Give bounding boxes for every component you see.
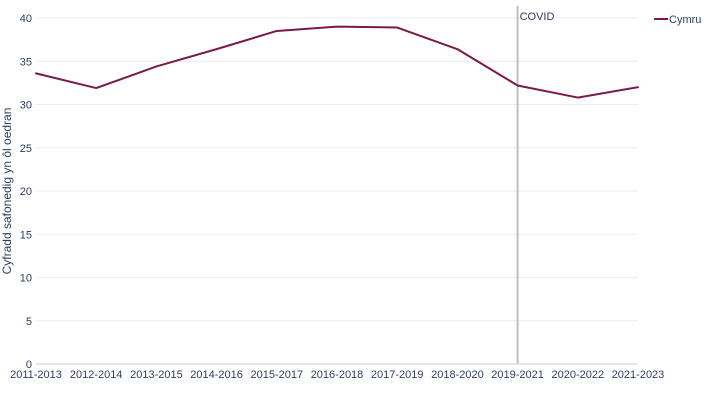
x-tick-label: 2012-2014 [70, 369, 123, 381]
x-tick-label: 2020-2022 [551, 369, 604, 381]
axis-layer: Cyfradd safonedig yn ôl oedran 051015202… [0, 13, 664, 381]
x-tick-label: 2019-2021 [491, 369, 544, 381]
data-point[interactable] [575, 95, 581, 101]
data-point[interactable] [274, 28, 280, 34]
y-tick-label: 30 [20, 100, 32, 112]
data-point[interactable] [214, 46, 220, 52]
y-tick-label: 15 [20, 229, 32, 241]
legend-label: Cymru [669, 14, 701, 26]
legend[interactable]: Cymru [654, 14, 701, 26]
x-tick-label: 2013-2015 [130, 369, 183, 381]
y-tick-label: 0 [26, 359, 32, 371]
covid-marker-label: COVID [520, 11, 555, 23]
data-point[interactable] [635, 84, 641, 90]
data-point[interactable] [93, 85, 99, 91]
x-tick-label: 2018-2020 [431, 369, 484, 381]
y-tick-label: 40 [20, 13, 32, 25]
y-tick-label: 25 [20, 143, 32, 155]
x-tick-label: 2016-2018 [311, 369, 364, 381]
data-point[interactable] [394, 25, 400, 31]
annotation-layer: COVID [516, 6, 555, 364]
data-point[interactable] [454, 46, 460, 52]
x-tick-label: 2015-2017 [250, 369, 303, 381]
y-tick-label: 5 [26, 316, 32, 328]
series-line[interactable] [35, 25, 639, 99]
data-point[interactable] [33, 70, 39, 76]
data-point[interactable] [153, 63, 159, 69]
series-layer [33, 24, 641, 101]
x-tick-label: 2011-2013 [10, 369, 62, 381]
x-tick-label: 2021-2023 [612, 369, 665, 381]
y-tick-label: 10 [20, 273, 32, 285]
y-tick-label: 20 [20, 186, 32, 198]
data-point[interactable] [515, 82, 521, 88]
y-tick-label: 35 [20, 56, 32, 68]
grid-layer [36, 17, 638, 365]
data-point[interactable] [334, 24, 340, 30]
x-tick-label: 2017-2019 [371, 369, 424, 381]
x-tick-label: 2014-2016 [190, 369, 243, 381]
y-axis-title: Cyfradd safonedig yn ôl oedran [0, 108, 14, 275]
